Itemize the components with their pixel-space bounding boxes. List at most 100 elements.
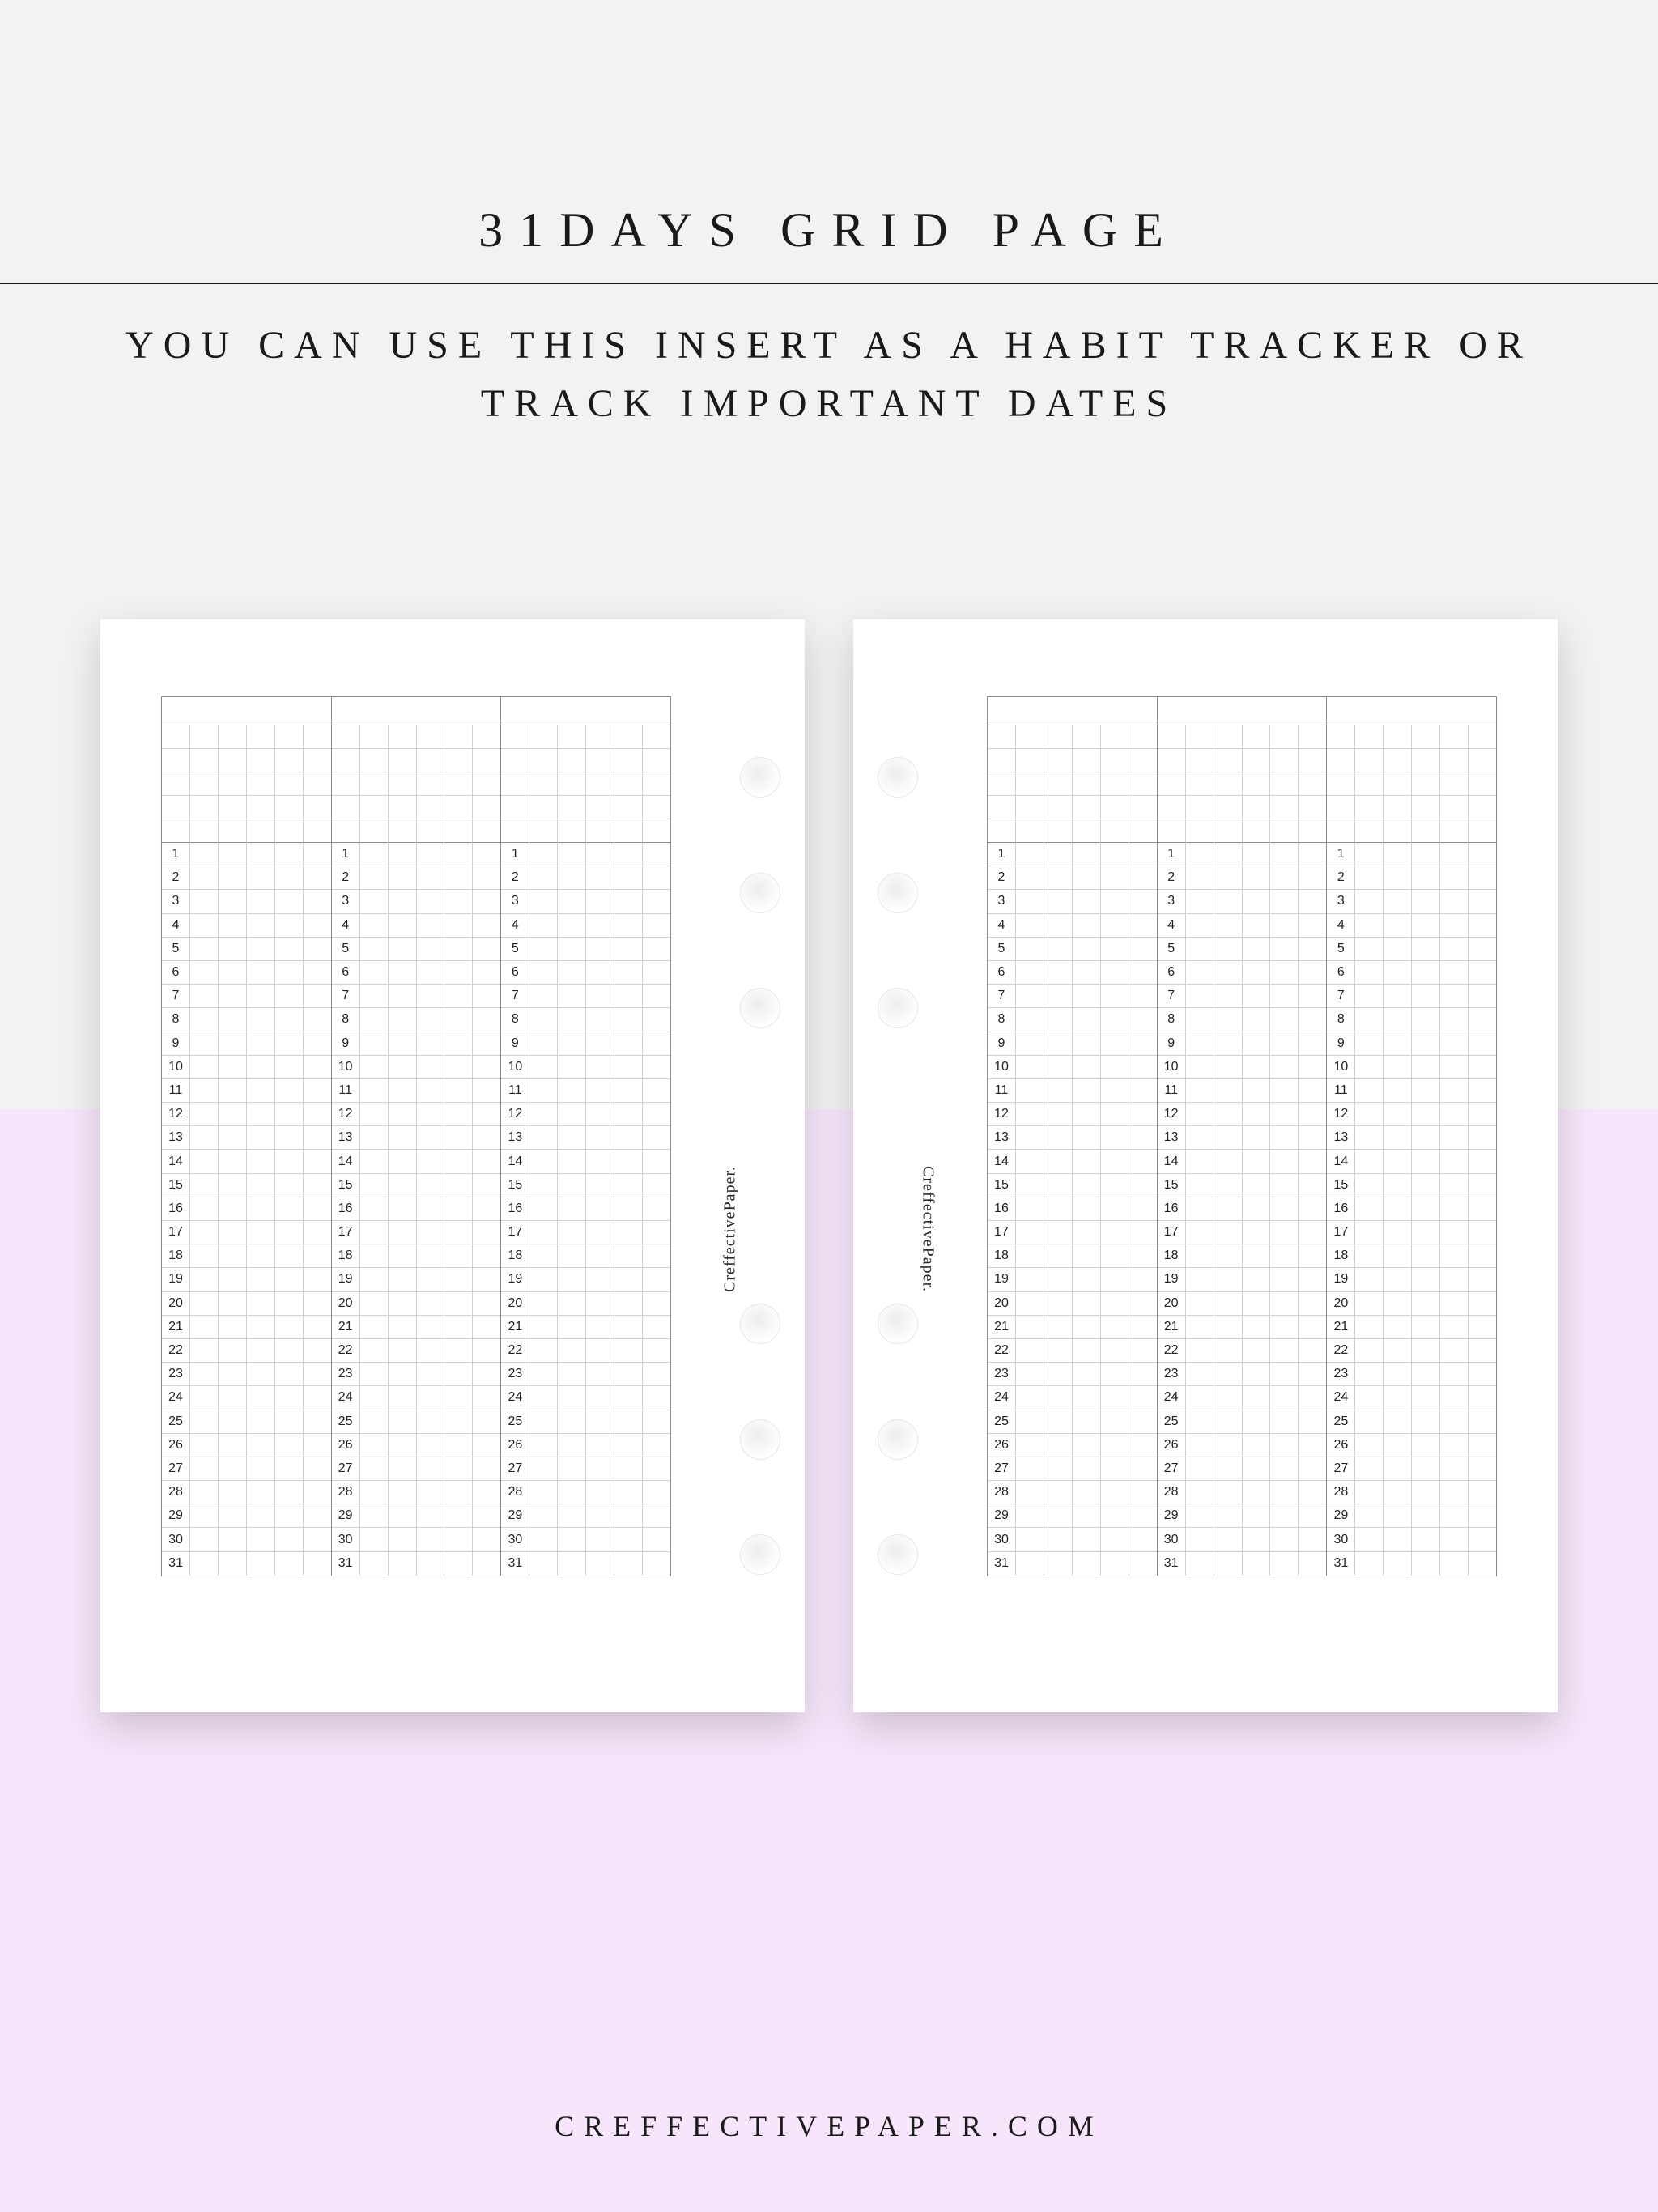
track-cell — [389, 1504, 417, 1528]
day-row: 30 — [501, 1528, 670, 1551]
scratch-cell — [1440, 725, 1469, 749]
track-cell — [1101, 985, 1129, 1008]
track-cell — [1214, 1434, 1243, 1457]
scratch-cell — [1016, 749, 1044, 772]
track-cell — [1355, 938, 1384, 961]
track-cell — [1469, 1528, 1496, 1551]
track-cell — [1044, 1244, 1073, 1268]
track-cell — [473, 1481, 500, 1504]
day-number: 14 — [501, 1150, 529, 1173]
track-cell — [1214, 1552, 1243, 1576]
track-cell — [1073, 1292, 1101, 1316]
day-number: 31 — [1327, 1552, 1355, 1576]
track-cell — [247, 1481, 275, 1504]
track-cell — [1214, 1221, 1243, 1244]
track-cell — [1384, 1103, 1412, 1126]
track-cell — [247, 890, 275, 913]
track-cell — [1440, 1126, 1469, 1150]
track-cell — [558, 961, 586, 985]
track-cell — [360, 985, 389, 1008]
day-row: 7 — [1158, 985, 1327, 1008]
track-cell — [1016, 1386, 1044, 1410]
track-cell — [444, 1528, 473, 1551]
day-number: 18 — [501, 1244, 529, 1268]
day-row: 12 — [501, 1103, 670, 1126]
track-cell — [304, 961, 331, 985]
track-cell — [1101, 866, 1129, 890]
track-cell — [1355, 843, 1384, 866]
day-row: 15 — [1327, 1174, 1496, 1197]
track-cell — [1440, 914, 1469, 938]
scratch-row — [162, 725, 331, 749]
track-cell — [473, 1032, 500, 1056]
numbered-area: 1234567891011121314151617181920212223242… — [988, 843, 1496, 1576]
day-number: 24 — [501, 1386, 529, 1410]
day-number: 31 — [332, 1552, 360, 1576]
numbered-column: 1234567891011121314151617181920212223242… — [332, 843, 502, 1576]
day-number: 24 — [332, 1386, 360, 1410]
track-cell — [1384, 1032, 1412, 1056]
track-cell — [1469, 914, 1496, 938]
scratch-row — [1158, 749, 1327, 772]
track-cell — [1186, 866, 1214, 890]
track-cell — [529, 1008, 558, 1032]
track-cell — [643, 1197, 670, 1221]
scratch-cell — [988, 796, 1016, 819]
track-cell — [614, 1316, 643, 1339]
track-cell — [1101, 938, 1129, 961]
track-cell — [1243, 1552, 1271, 1576]
day-number: 25 — [501, 1410, 529, 1434]
track-cell — [190, 1103, 219, 1126]
track-cell — [1440, 1292, 1469, 1316]
track-cell — [1016, 1197, 1044, 1221]
track-cell — [219, 1103, 247, 1126]
track-cell — [1412, 1032, 1440, 1056]
track-cell — [1073, 1339, 1101, 1363]
track-cell — [1440, 1056, 1469, 1079]
track-cell — [473, 1079, 500, 1103]
track-cell — [1412, 1552, 1440, 1576]
track-cell — [389, 1528, 417, 1551]
day-number: 17 — [988, 1221, 1016, 1244]
day-row: 4 — [162, 914, 331, 938]
day-number: 31 — [501, 1552, 529, 1576]
track-cell — [1129, 1339, 1157, 1363]
grid-header-cell — [501, 697, 670, 725]
footer-text: CREFFECTIVEPAPER.COM — [555, 2110, 1103, 2142]
track-cell — [444, 1268, 473, 1291]
scratch-cell — [304, 772, 331, 796]
track-cell — [275, 1434, 304, 1457]
day-row: 25 — [1158, 1410, 1327, 1434]
track-cell — [1299, 866, 1326, 890]
track-cell — [1412, 1008, 1440, 1032]
day-row: 18 — [988, 1244, 1157, 1268]
track-cell — [1299, 1126, 1326, 1150]
day-number: 17 — [332, 1221, 360, 1244]
day-row: 5 — [162, 938, 331, 961]
scratch-cell — [1186, 749, 1214, 772]
track-cell — [219, 843, 247, 866]
page-subtitle: YOU CAN USE THIS INSERT AS A HABIT TRACK… — [0, 317, 1658, 433]
day-row: 21 — [501, 1316, 670, 1339]
track-cell — [1469, 1244, 1496, 1268]
track-cell — [1186, 914, 1214, 938]
track-cell — [1440, 1481, 1469, 1504]
track-cell — [444, 1244, 473, 1268]
day-number: 7 — [1158, 985, 1186, 1008]
day-row: 18 — [1327, 1244, 1496, 1268]
track-cell — [1384, 1434, 1412, 1457]
track-cell — [275, 1363, 304, 1386]
track-cell — [389, 1056, 417, 1079]
day-number: 4 — [988, 914, 1016, 938]
track-cell — [444, 1292, 473, 1316]
day-row: 20 — [501, 1292, 670, 1316]
track-cell — [1129, 1221, 1157, 1244]
day-row: 29 — [332, 1504, 501, 1528]
track-cell — [1214, 914, 1243, 938]
track-cell — [444, 1221, 473, 1244]
day-number: 8 — [501, 1008, 529, 1032]
grid-header-row — [162, 697, 670, 725]
track-cell — [1101, 1552, 1129, 1576]
track-cell — [1384, 1008, 1412, 1032]
track-cell — [247, 1126, 275, 1150]
